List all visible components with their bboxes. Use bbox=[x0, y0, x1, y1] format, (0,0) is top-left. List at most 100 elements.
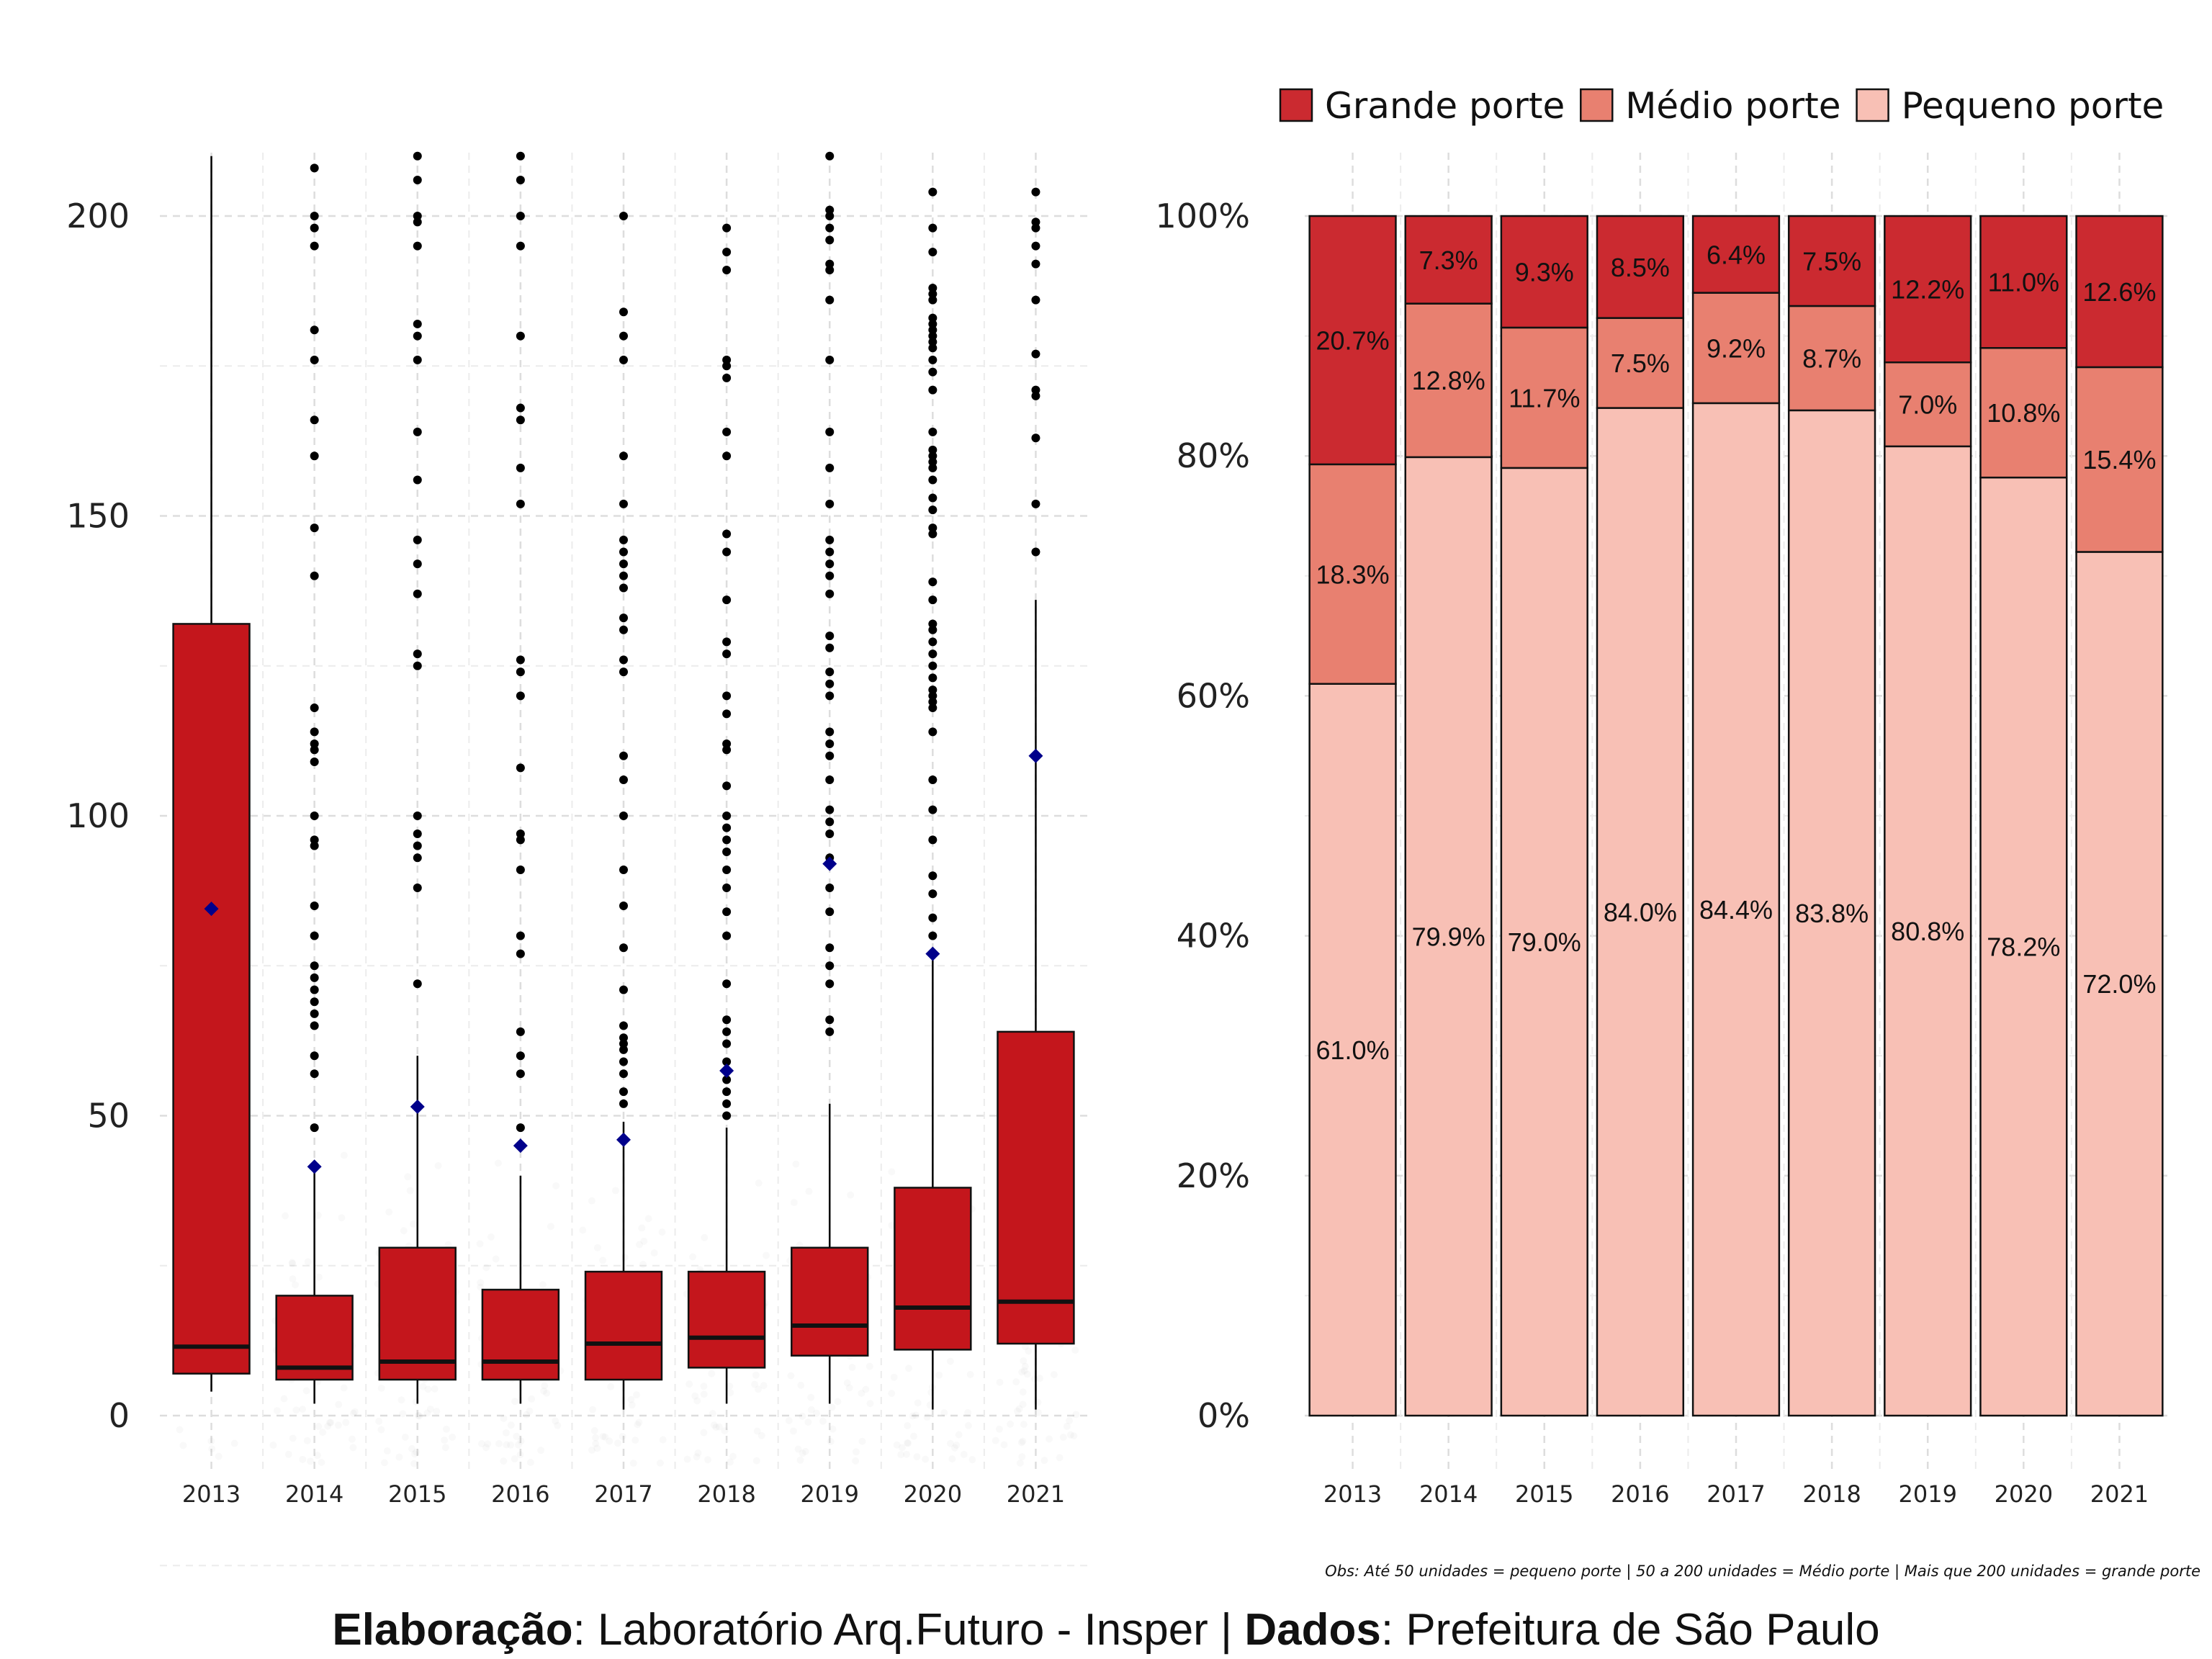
pequeno-porte-segment bbox=[1404, 456, 1493, 1417]
stacked-bar-2015: 79.0% 11.7% 9.3% bbox=[1500, 215, 1588, 1417]
caption-elab-label: Elaboração bbox=[332, 1605, 573, 1655]
jitter-point bbox=[888, 1168, 895, 1175]
jitter-point bbox=[694, 1449, 701, 1457]
outlier-point bbox=[310, 1051, 319, 1061]
jitter-point bbox=[338, 1214, 345, 1221]
jitter-point bbox=[441, 1437, 448, 1444]
jitter-point bbox=[894, 1442, 901, 1449]
outlier-point bbox=[310, 835, 319, 845]
outlier-point bbox=[825, 559, 835, 569]
legend-item: Grande porte bbox=[1279, 85, 1565, 127]
jitter-point bbox=[631, 1437, 639, 1444]
outlier-point bbox=[516, 499, 525, 508]
outlier-point bbox=[619, 571, 628, 580]
segment-label: 84.4% bbox=[1699, 895, 1773, 925]
segment-label: 72.0% bbox=[2082, 969, 2156, 999]
legend-swatch bbox=[1580, 88, 1614, 122]
outlier-point bbox=[310, 985, 319, 994]
outlier-point bbox=[825, 979, 835, 989]
jitter-point bbox=[729, 1453, 737, 1460]
jitter-point bbox=[1001, 1441, 1008, 1448]
outlier-point bbox=[722, 1057, 732, 1066]
jitter-point bbox=[315, 1274, 323, 1281]
jitter-point bbox=[752, 1372, 760, 1379]
box-2017 bbox=[584, 212, 663, 1410]
jitter-point bbox=[1051, 1371, 1058, 1378]
outlier-point bbox=[825, 739, 835, 749]
outlier-point bbox=[722, 865, 732, 874]
jitter-point bbox=[607, 1383, 614, 1390]
jitter-point bbox=[527, 1459, 534, 1466]
segment-label: 9.2% bbox=[1707, 333, 1766, 363]
outlier-point bbox=[413, 151, 422, 161]
jitter-point bbox=[888, 1390, 895, 1397]
jitter-point bbox=[612, 1187, 619, 1195]
jitter-point bbox=[1035, 1409, 1042, 1416]
jitter-point bbox=[433, 1408, 440, 1415]
outlier-point bbox=[516, 931, 525, 940]
boxplot-y-tick-label: 150 bbox=[66, 497, 130, 536]
jitter-point bbox=[281, 1395, 288, 1402]
segment-label: 7.3% bbox=[1419, 246, 1478, 275]
jitter-point bbox=[588, 1447, 595, 1454]
outlier-point bbox=[619, 667, 628, 677]
jitter-point bbox=[511, 1398, 518, 1405]
outlier-point bbox=[722, 361, 732, 371]
medio-porte-segment bbox=[1500, 326, 1588, 469]
jitter-point bbox=[853, 1448, 860, 1455]
outlier-point bbox=[619, 307, 628, 317]
outlier-point bbox=[928, 385, 938, 395]
jitter-point bbox=[517, 1437, 524, 1444]
outlier-point bbox=[722, 649, 732, 659]
jitter-point bbox=[285, 1451, 292, 1458]
jitter-point bbox=[627, 1396, 634, 1403]
outlier-point bbox=[619, 751, 628, 760]
jitter-point bbox=[808, 1406, 815, 1413]
outlier-point bbox=[619, 811, 628, 820]
jitter-point bbox=[914, 1399, 922, 1406]
jitter-point bbox=[848, 1364, 855, 1371]
jitter-point bbox=[912, 1412, 920, 1419]
outlier-point bbox=[413, 829, 422, 838]
jitter-point bbox=[410, 1460, 418, 1467]
outlier-point bbox=[825, 907, 835, 917]
segment-label: 78.2% bbox=[1987, 932, 2060, 962]
outlier-point bbox=[516, 176, 525, 185]
jitter-point bbox=[493, 1256, 500, 1263]
outlier-point bbox=[825, 235, 835, 245]
jitter-point bbox=[591, 1427, 598, 1434]
outlier-point bbox=[413, 883, 422, 892]
jitter-point bbox=[594, 1244, 601, 1251]
outlier-point bbox=[722, 223, 732, 233]
outlier-point bbox=[928, 685, 938, 695]
outlier-point bbox=[722, 907, 732, 917]
jitter-point bbox=[511, 1455, 518, 1462]
jitter-point bbox=[526, 1408, 534, 1415]
jitter-point bbox=[319, 1429, 326, 1436]
outlier-point bbox=[825, 943, 835, 953]
outlier-point bbox=[722, 823, 732, 832]
box-iqr bbox=[584, 1270, 663, 1381]
outlier-point bbox=[619, 559, 628, 569]
outlier-point bbox=[825, 727, 835, 737]
outlier-point bbox=[413, 331, 422, 341]
jitter-point bbox=[305, 1258, 312, 1265]
outlier-point bbox=[722, 595, 732, 605]
jitter-point bbox=[866, 1400, 873, 1407]
outlier-point bbox=[825, 1015, 835, 1025]
outlier-point bbox=[928, 889, 938, 899]
jitter-point bbox=[639, 1261, 647, 1268]
outlier-point bbox=[928, 835, 938, 845]
outlier-point bbox=[310, 241, 319, 251]
outlier-point bbox=[825, 223, 835, 233]
outlier-point bbox=[722, 1111, 732, 1120]
jitter-point bbox=[292, 1281, 299, 1288]
outlier-point bbox=[722, 979, 732, 989]
outlier-point bbox=[825, 679, 835, 688]
outlier-point bbox=[1031, 223, 1040, 233]
outlier-point bbox=[928, 619, 938, 629]
jitter-point bbox=[700, 1429, 707, 1437]
jitter-point bbox=[282, 1213, 289, 1220]
outlier-point bbox=[722, 781, 732, 791]
outlier-point bbox=[722, 691, 732, 701]
